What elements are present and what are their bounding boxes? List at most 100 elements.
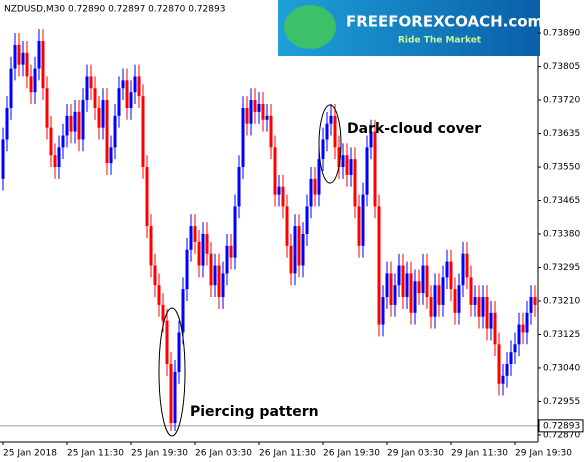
candle-body	[77, 111, 81, 140]
candle-body	[9, 68, 13, 108]
candle-body	[425, 265, 429, 298]
candle-body	[505, 364, 509, 376]
candle-body	[173, 371, 177, 424]
candle-body	[101, 100, 105, 128]
candle-body	[113, 115, 117, 148]
candle-body	[149, 226, 153, 266]
y-tick-label: 0.73720	[543, 96, 580, 106]
candle-body	[53, 155, 57, 168]
candle-body	[437, 285, 441, 305]
candle-body	[157, 285, 161, 305]
y-tick-label: 0.72955	[543, 397, 580, 407]
y-tick-label: 0.72870	[543, 430, 580, 440]
candle-body	[41, 40, 45, 89]
candle-body	[21, 52, 25, 65]
y-tick-label: 0.73295	[543, 263, 580, 273]
candle-body	[49, 127, 53, 156]
candle-body	[445, 261, 449, 278]
candle-body	[497, 344, 501, 384]
candle-body	[249, 100, 253, 124]
candle-body	[97, 107, 101, 128]
candle-body	[393, 285, 397, 305]
candle-body	[25, 52, 29, 77]
candle-body	[357, 206, 361, 246]
candle-body	[301, 234, 305, 266]
candle-body	[329, 115, 333, 124]
candle-body	[305, 206, 309, 234]
candle-body	[465, 253, 469, 278]
candle-body	[449, 261, 453, 290]
candle-body	[309, 178, 313, 207]
candle-body	[317, 159, 321, 195]
candle-body	[125, 80, 129, 108]
candle-body	[277, 186, 281, 195]
x-tick-label: 26 Jan 03:30	[195, 449, 252, 459]
candle-body	[421, 265, 425, 294]
candle-body	[229, 245, 233, 258]
candle-body	[469, 277, 473, 305]
candle-body	[477, 297, 481, 317]
candle-body	[265, 115, 269, 120]
candle-body	[105, 100, 109, 164]
candle-body	[129, 92, 133, 108]
annotation: Dark-cloud cover	[347, 121, 481, 137]
x-tick-label: 25 Jan 19:30	[131, 449, 188, 459]
candle-body	[133, 76, 137, 93]
candle-body	[457, 285, 461, 313]
x-tick-label: 26 Jan 19:30	[323, 449, 380, 459]
candle-body	[45, 88, 49, 128]
candle-body	[401, 265, 405, 298]
candle-body	[417, 281, 421, 294]
candle-body	[197, 241, 201, 266]
candle-body	[461, 253, 465, 286]
candle-body	[33, 68, 37, 93]
candle-body	[489, 312, 493, 329]
candle-body	[433, 285, 437, 317]
candle-body	[493, 312, 497, 345]
candle-body	[365, 147, 369, 195]
candle-body	[517, 324, 521, 345]
candle-body	[117, 88, 121, 116]
candle-body	[397, 265, 401, 286]
candle-body	[337, 147, 341, 168]
candle-body	[373, 131, 377, 207]
candle-body	[521, 324, 525, 333]
candle-body	[261, 104, 265, 120]
candle-body	[377, 206, 381, 325]
candle-body	[109, 147, 113, 164]
candle-body	[233, 206, 237, 258]
candle-body	[533, 297, 537, 305]
candle-body	[281, 186, 285, 207]
y-tick-label: 0.73805	[543, 62, 580, 72]
candle-body	[153, 265, 157, 286]
candle-body	[237, 167, 241, 207]
x-tick-label: 29 Jan 19:30	[515, 449, 572, 459]
y-tick-label: 0.73890	[543, 29, 580, 39]
candle-body	[13, 44, 17, 69]
chart-title: NZDUSD,M30 0.72890 0.72897 0.72870 0.728…	[4, 5, 225, 15]
candle-body	[381, 297, 385, 325]
candle-body	[481, 297, 485, 317]
candle-body	[333, 115, 337, 148]
candle-body	[209, 253, 213, 286]
x-tick-label: 29 Jan 03:30	[387, 449, 444, 459]
candle-body	[181, 289, 185, 333]
candle-body	[321, 139, 325, 160]
candle-body	[221, 273, 225, 298]
candle-body	[73, 111, 77, 132]
candle-body	[297, 226, 301, 266]
candle-body	[529, 297, 533, 313]
y-tick-label: 0.73040	[543, 363, 580, 373]
candle-body	[429, 297, 433, 317]
candle-body	[189, 226, 193, 250]
candle-body	[341, 155, 345, 168]
candle-body	[225, 245, 229, 274]
candle-body	[141, 96, 145, 168]
y-tick-label: 0.73635	[543, 129, 580, 139]
x-tick-label: 26 Jan 11:30	[259, 449, 316, 459]
candle-body	[369, 131, 373, 148]
candle-body	[293, 226, 297, 274]
candle-body	[285, 206, 289, 246]
